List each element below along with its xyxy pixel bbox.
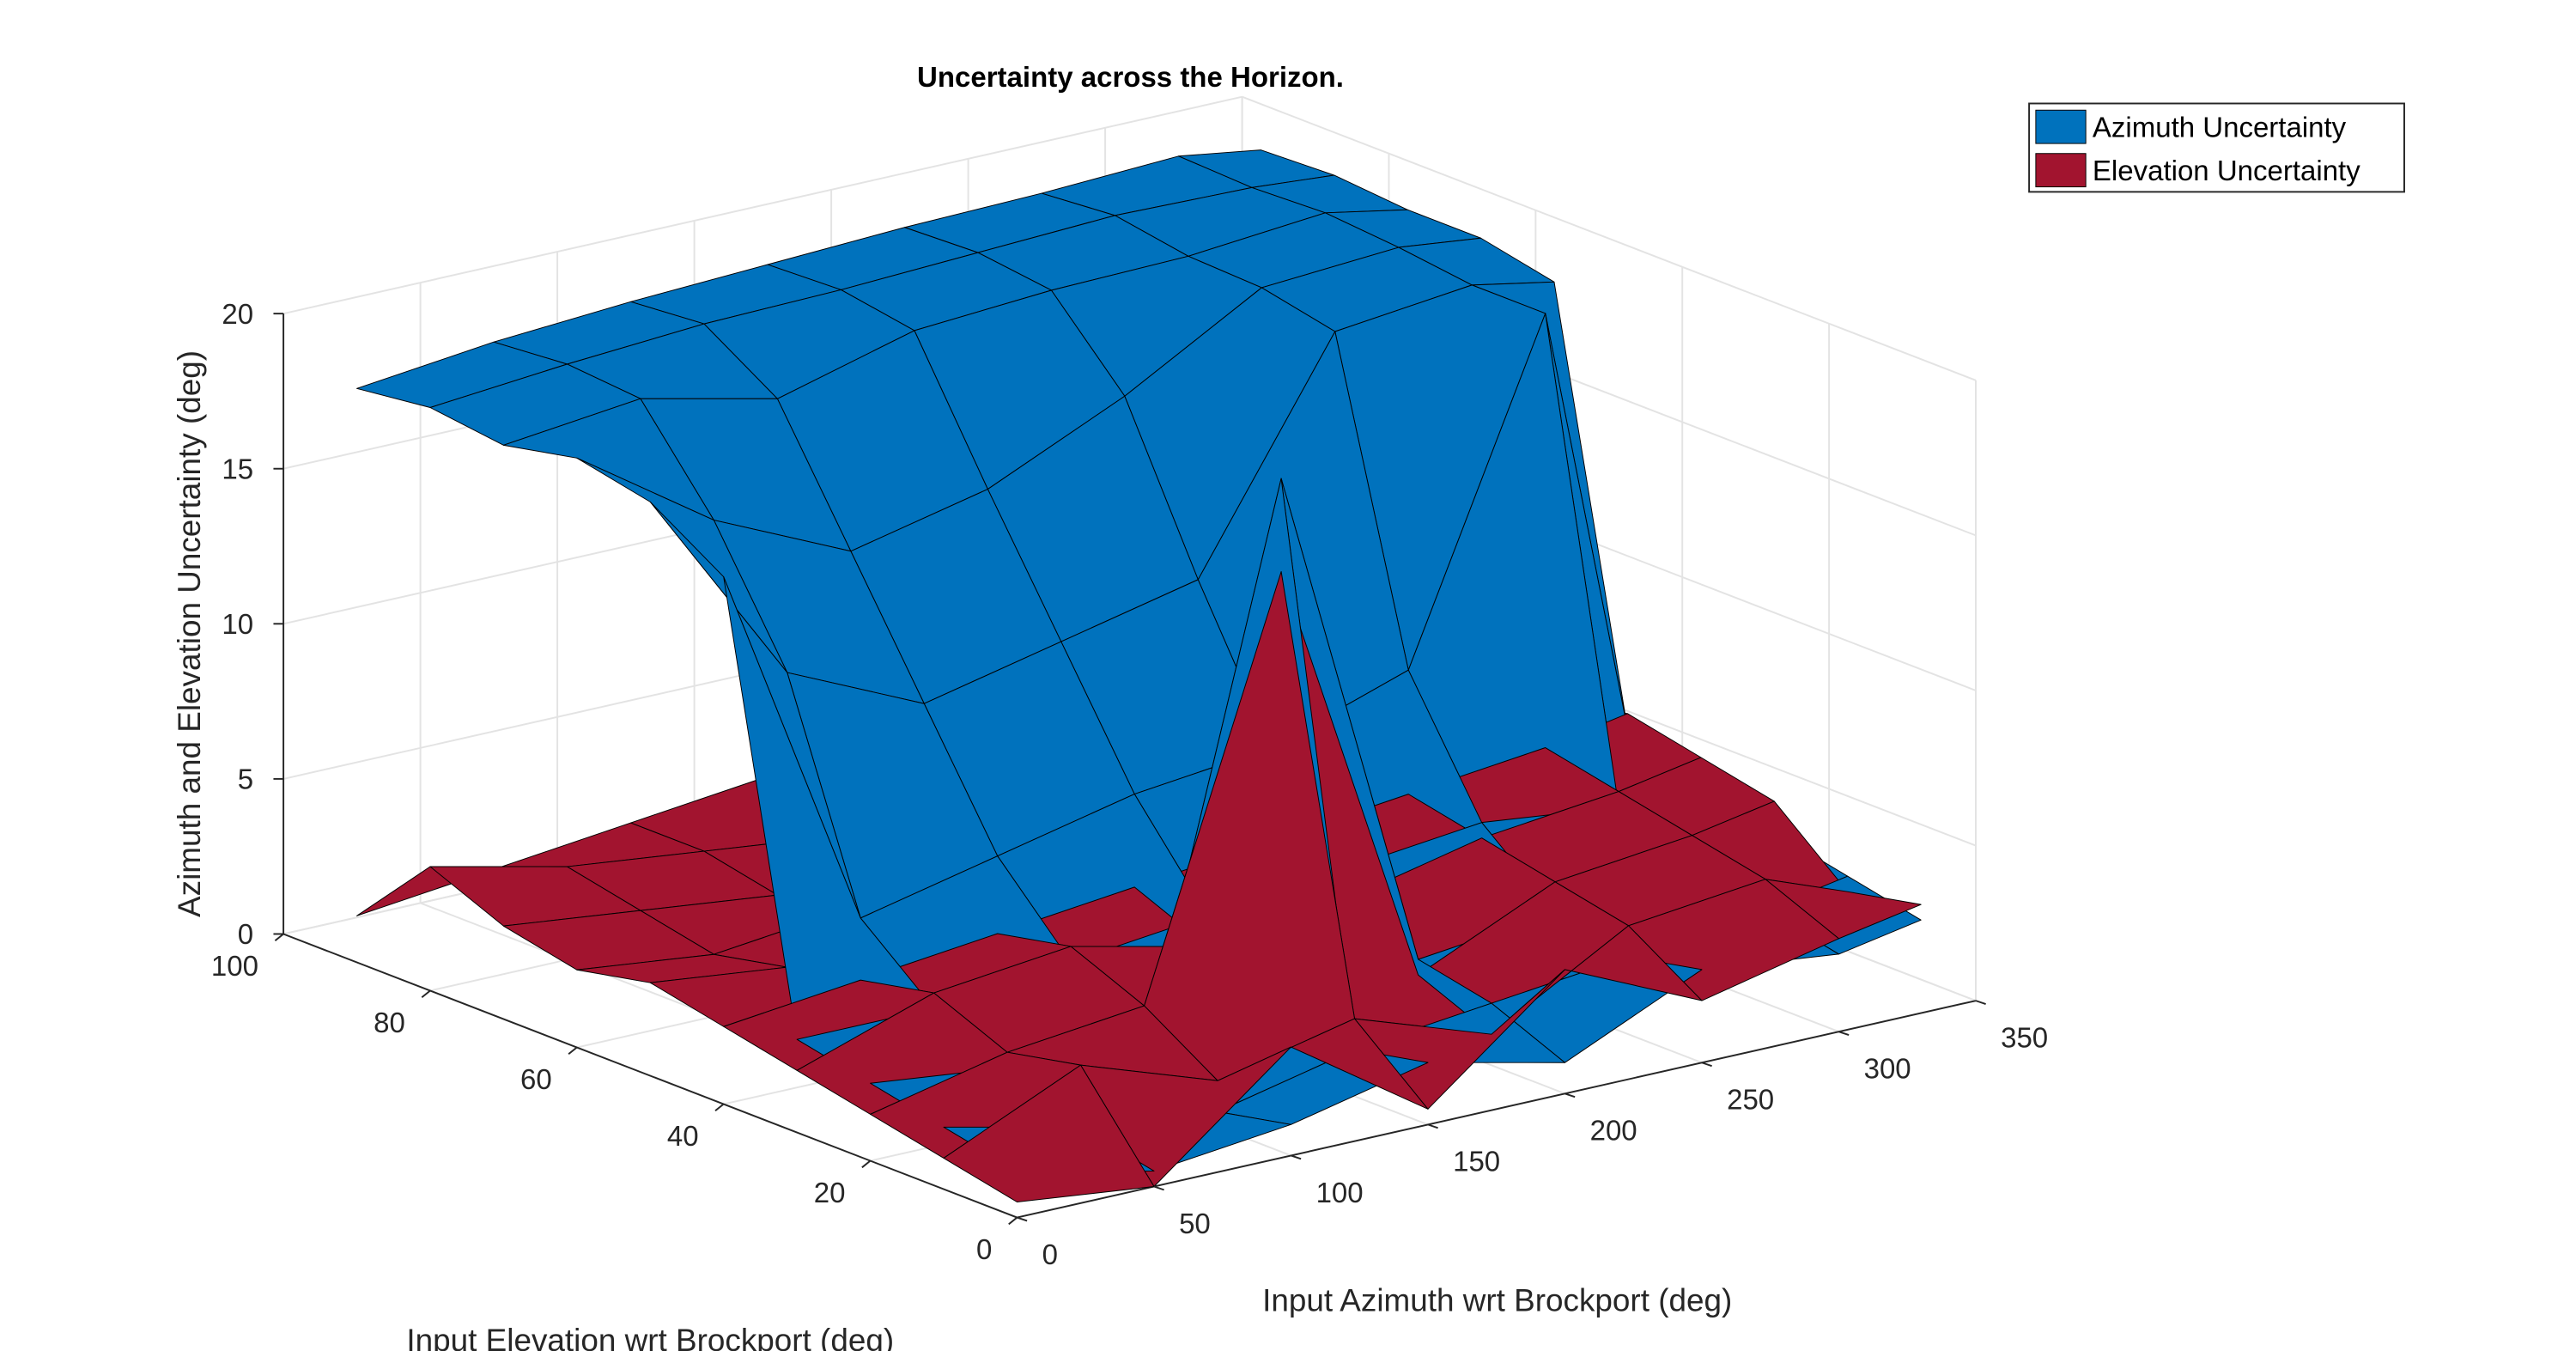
z-tick-label: 5 — [238, 764, 253, 795]
axis-line — [283, 933, 1018, 1219]
legend-swatch — [2035, 109, 2087, 144]
grid-line — [1242, 95, 1977, 381]
x-tick — [1564, 1092, 1576, 1098]
y-tick — [274, 933, 284, 941]
y-tick — [568, 1046, 578, 1056]
z-tick-label: 15 — [222, 453, 253, 484]
x-tick-label: 300 — [1864, 1053, 1911, 1085]
x-tick-label: 250 — [1727, 1084, 1774, 1116]
y-tick-label: 40 — [667, 1120, 699, 1152]
x-tick — [1701, 1062, 1712, 1068]
z-tick-label: 20 — [222, 298, 253, 330]
y-tick-label: 60 — [520, 1063, 552, 1095]
y-tick — [861, 1159, 872, 1169]
surface-patch — [943, 1064, 1155, 1202]
legend-label: Elevation Uncertainty — [2093, 155, 2360, 186]
grid-line — [283, 95, 1242, 315]
x-tick-label: 50 — [1179, 1208, 1211, 1239]
x-tick — [1153, 1185, 1164, 1191]
x-tick — [1017, 1216, 1028, 1222]
legend-label: Azimuth Uncertainty — [2093, 111, 2347, 143]
x-tick-label: 100 — [1316, 1177, 1364, 1208]
y-tick-label: 0 — [976, 1233, 992, 1265]
legend-box — [2028, 102, 2405, 193]
legend: Azimuth Uncertainty Elevation Uncertainty — [2028, 102, 2405, 193]
y-tick-label: 100 — [211, 950, 258, 982]
labels: 0501001502002503003500204060801000510152… — [211, 298, 2048, 1270]
y-axis-label: Input Elevation wrt Brockport (deg) — [406, 1323, 894, 1351]
x-tick — [1427, 1123, 1438, 1129]
legend-swatch — [2035, 153, 2087, 188]
x-tick — [1975, 1000, 1986, 1005]
x-tick — [1838, 1031, 1850, 1037]
x-tick-label: 350 — [2001, 1022, 2048, 1054]
y-tick — [714, 1103, 725, 1112]
x-axis-label: Input Azimuth wrt Brockport (deg) — [1262, 1282, 1732, 1318]
y-tick — [421, 989, 431, 999]
surfaces — [356, 149, 1922, 1202]
chart-title: Uncertainty across the Horizon. — [917, 61, 1344, 93]
x-tick-label: 150 — [1453, 1146, 1500, 1178]
x-tick-label: 0 — [1042, 1238, 1058, 1270]
y-tick — [1008, 1216, 1018, 1226]
y-tick-label: 20 — [814, 1177, 846, 1208]
z-tick-label: 10 — [222, 608, 253, 640]
z-tick-label: 0 — [238, 918, 253, 950]
x-tick — [1291, 1154, 1302, 1160]
axis-line — [1017, 1000, 1977, 1219]
z-axis-label: Azimuth and Elevation Uncertainty (deg) — [172, 350, 207, 917]
x-tick-label: 200 — [1590, 1115, 1637, 1147]
y-tick-label: 80 — [374, 1007, 405, 1038]
